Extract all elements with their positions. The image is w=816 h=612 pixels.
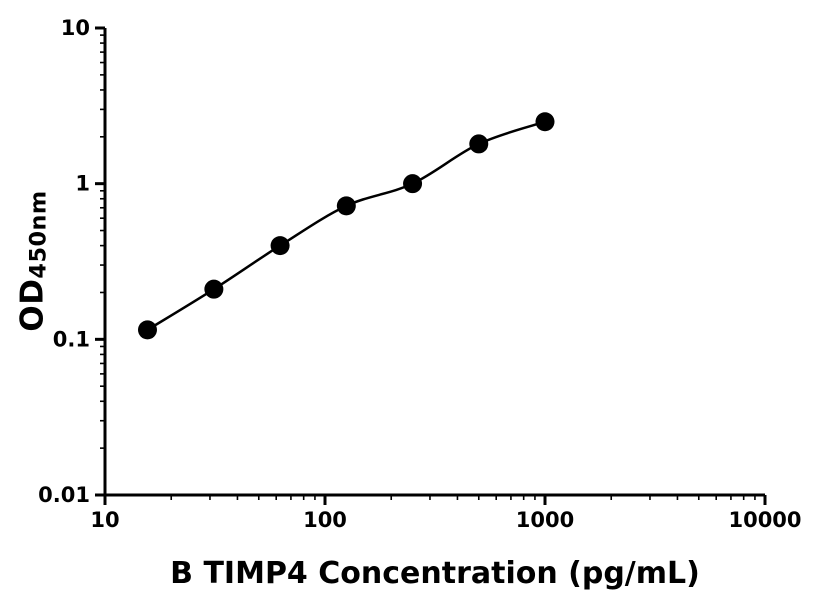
data-point bbox=[336, 196, 356, 216]
data-point bbox=[535, 112, 555, 132]
y-axis-title-subscript: 450nm bbox=[25, 190, 52, 279]
y-tick-label: 1 bbox=[75, 172, 90, 196]
y-axis-title-main: OD bbox=[14, 278, 51, 332]
x-axis-title: B TIMP4 Concentration (pg/mL) bbox=[170, 556, 700, 591]
x-tick-label: 10 bbox=[90, 508, 119, 532]
data-point bbox=[403, 174, 423, 194]
data-point bbox=[137, 320, 157, 340]
data-point bbox=[270, 236, 290, 256]
y-tick-label: 10 bbox=[61, 16, 90, 40]
y-tick-label: 0.1 bbox=[53, 327, 90, 351]
data-point bbox=[204, 279, 224, 299]
y-axis-title: OD450nm bbox=[15, 190, 52, 331]
data-point bbox=[469, 134, 489, 154]
x-tick-label: 10000 bbox=[728, 508, 801, 532]
fit-curve bbox=[146, 120, 546, 331]
x-tick-label: 100 bbox=[303, 508, 347, 532]
y-tick-label: 0.01 bbox=[38, 483, 90, 507]
x-tick-label: 1000 bbox=[516, 508, 574, 532]
